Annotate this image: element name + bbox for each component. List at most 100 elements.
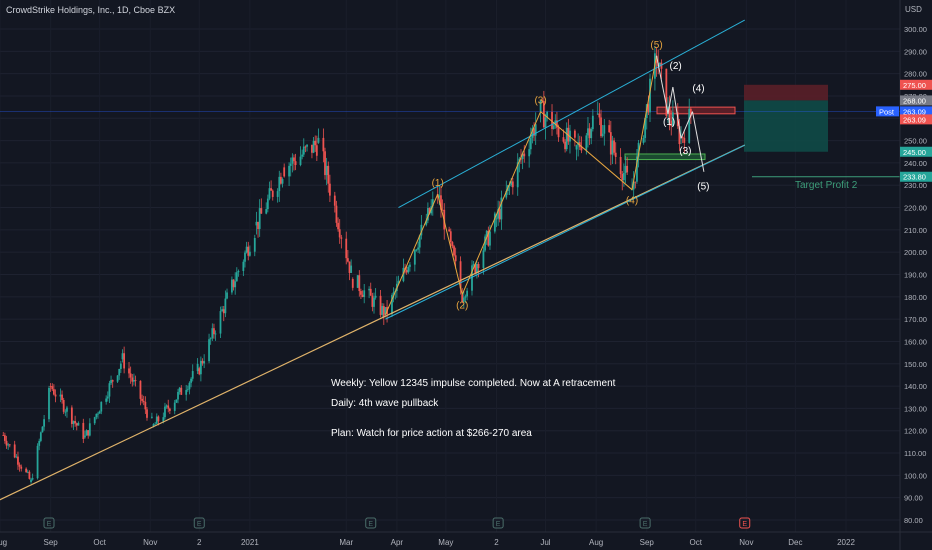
x-tick-label: Dec <box>788 538 802 547</box>
profit-zone <box>744 100 828 152</box>
candle-body <box>214 333 217 335</box>
candle-body <box>265 209 268 214</box>
y-tick-label: 140.00 <box>904 382 927 391</box>
candle-body <box>668 106 671 121</box>
currency-label: USD <box>905 5 922 14</box>
candle-body <box>244 252 246 262</box>
candle-body <box>301 154 304 157</box>
candle-body <box>600 117 602 137</box>
candle-body <box>649 78 651 113</box>
candle-body <box>167 405 170 409</box>
candles <box>2 45 692 484</box>
candle-body <box>85 430 88 436</box>
candle-body <box>213 328 215 335</box>
candle-body <box>471 265 473 291</box>
candle-body <box>306 144 308 147</box>
candle-body <box>351 278 354 288</box>
price-badge-label: 275.00 <box>903 81 926 90</box>
candle-body <box>219 311 222 334</box>
candle-body <box>222 309 225 314</box>
y-tick-label: 240.00 <box>904 159 927 168</box>
candle-body <box>475 264 478 273</box>
candle-body <box>356 275 359 288</box>
candle-body <box>382 306 385 318</box>
candle-body <box>198 368 201 375</box>
candle-body <box>681 137 684 138</box>
candle-body <box>119 363 122 369</box>
candle-body <box>43 419 45 427</box>
price-axis[interactable]: 80.00 90.00 100.00 110.00 120.00 130.00 140.00… <box>899 0 927 550</box>
x-tick-label: Jul <box>540 538 550 547</box>
candle-body <box>311 144 313 153</box>
candle-body <box>333 195 336 206</box>
candle-body <box>276 191 279 197</box>
candle-body <box>312 140 315 153</box>
candle-body <box>487 230 490 246</box>
time-axis[interactable]: Aug Sep Oct Nov 2 2021 Mar Apr May 2 Jul Aug Sep Oct N… <box>0 517 932 547</box>
note-plan: Plan: Watch for price action at $266-270… <box>331 428 532 439</box>
candle-body <box>647 104 650 113</box>
candle-body <box>72 421 75 424</box>
candle-body <box>155 416 158 424</box>
candle-body <box>363 290 366 298</box>
candle-body <box>317 137 320 143</box>
candle-body <box>97 413 99 415</box>
price-badge <box>900 171 932 182</box>
trade-zones <box>0 84 900 178</box>
candle-body <box>374 295 377 298</box>
y-tick-label: 200.00 <box>904 248 927 257</box>
candle-body <box>62 399 65 412</box>
candle-body <box>533 128 535 136</box>
candle-body <box>178 387 181 392</box>
x-tick-label: Sep <box>44 538 59 547</box>
candle-body <box>61 394 63 400</box>
wave-path-orange <box>384 193 439 315</box>
candle-body <box>660 62 663 69</box>
candle-body <box>426 208 429 221</box>
candle-body <box>100 401 103 412</box>
candle-body <box>188 382 191 390</box>
x-tick-label: Mar <box>339 538 353 547</box>
y-tick-label: 110.00 <box>904 449 926 458</box>
wave-label-orange: (2) <box>456 301 468 312</box>
candle-body <box>8 444 11 446</box>
price-badge <box>900 95 932 106</box>
candle-body <box>500 197 503 220</box>
candle-body <box>258 208 261 229</box>
candle-body <box>111 380 114 382</box>
candle-body <box>66 407 68 412</box>
candle-body <box>175 399 178 403</box>
candle-body <box>278 176 281 192</box>
y-tick-label: 220.00 <box>904 204 927 213</box>
candle-body <box>505 190 508 198</box>
candle-body <box>459 261 462 289</box>
candle-body <box>139 380 142 399</box>
candle-body <box>425 220 428 225</box>
candle-body <box>110 380 112 384</box>
candle-body <box>15 456 18 458</box>
candle-body <box>405 270 408 273</box>
candle-body <box>683 137 686 143</box>
candle-body <box>168 408 171 411</box>
price-badge-label: 233.80 <box>903 173 926 182</box>
candle-body <box>177 391 179 400</box>
symbol-title[interactable]: CrowdStrike Holdings, Inc., 1D, Cboe BZX <box>6 5 176 15</box>
candle-body <box>20 466 23 469</box>
candle-body <box>428 208 431 214</box>
candle-body <box>397 281 400 284</box>
candle-body <box>622 172 625 181</box>
candle-body <box>418 235 421 248</box>
candle-body <box>199 360 202 375</box>
candle-body <box>551 111 553 129</box>
candle-body <box>49 386 52 387</box>
candle-body <box>609 132 612 155</box>
candle-body <box>280 176 282 184</box>
candle-body <box>510 181 513 186</box>
resistance-box <box>656 106 736 115</box>
trend-lines <box>0 19 745 501</box>
candle-body <box>325 165 328 176</box>
x-tick-label: 2 <box>494 538 499 547</box>
candle-body <box>528 149 531 157</box>
support-box <box>624 153 706 161</box>
